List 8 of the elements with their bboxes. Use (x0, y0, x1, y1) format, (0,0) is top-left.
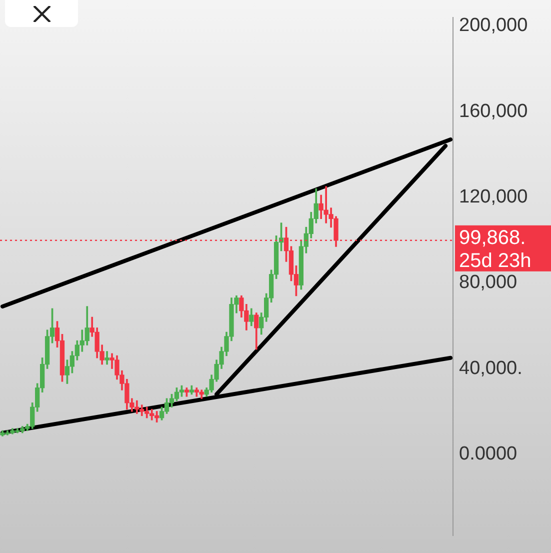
y-tick-label: 0.0000 (459, 443, 518, 464)
y-tick-label: 120,000 (459, 186, 528, 208)
y-tick-label: 40,000. (459, 358, 522, 379)
y-tick-label: 200,000 (459, 15, 528, 36)
ref-line-label: 99,868. (459, 226, 526, 249)
y-tick-label: 80,000 (459, 272, 518, 294)
y-tick-label: 160,000 (459, 100, 528, 122)
text: 25d 23h (459, 250, 532, 272)
